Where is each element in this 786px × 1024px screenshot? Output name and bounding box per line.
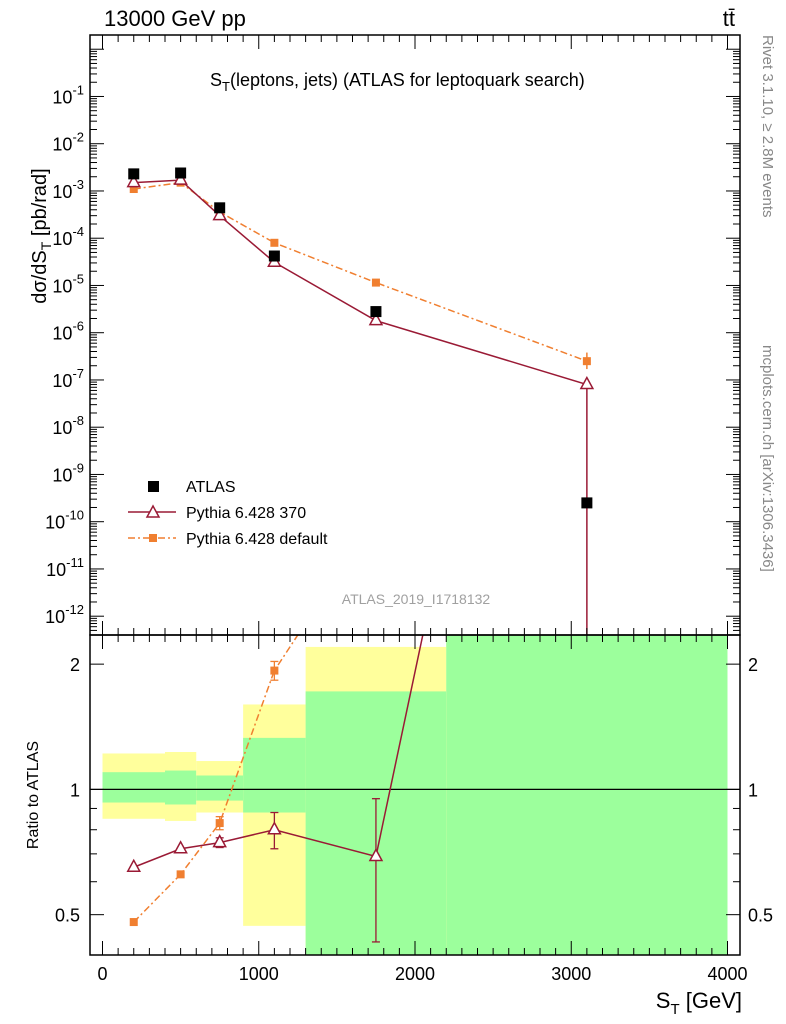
py370-main-point (126, 174, 142, 188)
py370-main-point (368, 312, 384, 326)
atlas-main-point (268, 250, 280, 262)
atlas-main-point (128, 168, 140, 180)
atlas-main-point (370, 306, 382, 318)
pydef-ratio-point (215, 819, 224, 828)
pydef-main-point (270, 238, 279, 247)
ratio-x-tick-label: 4000 (707, 964, 747, 984)
legend-py370-label: Pythia 6.428 370 (186, 505, 306, 522)
pydef-ratio-point (270, 666, 279, 675)
py370-main-point (173, 171, 188, 185)
py370-main-line (133, 179, 588, 386)
main-y-tick-label: 10-4 (52, 224, 84, 249)
py370-ratio-point (368, 847, 384, 862)
main-y-tick-label: 10-10 (45, 508, 84, 533)
x-axis-label: ST [GeV] (656, 988, 742, 1018)
main-y-tick-label: 10-6 (52, 319, 84, 344)
green-band-0 (102, 772, 165, 803)
main-y-tick-label: 10-8 (52, 413, 84, 438)
ratio-x-tick-label: 2000 (395, 964, 435, 984)
pydef-main-line (133, 181, 588, 362)
main-y-tick-label: 10-2 (52, 130, 84, 155)
pydef-ratio-point (176, 870, 185, 879)
ratio-y-tick-label: 0.5 (55, 906, 80, 926)
py370-ratio-point (267, 821, 282, 835)
py370-ratio-line (133, 635, 424, 868)
energy-label: 13000 GeV pp (104, 6, 246, 31)
tick-labels: 10-1210-1110-1010-910-810-710-610-510-41… (45, 82, 773, 984)
main-y-axis-label: dσ/dST [pb/rad] (29, 168, 54, 303)
legend-pydef-label: Pythia 6.428 default (186, 531, 328, 548)
main-y-tick-label: 10-12 (45, 602, 84, 627)
py370-main-point (579, 375, 595, 390)
green-band-1 (165, 770, 197, 805)
ratio-y-tick-label: 1 (70, 780, 80, 800)
plot-title: ST(leptons, jets) (ATLAS for leptoquark … (210, 70, 585, 94)
ratio-y-tick-label-right: 0.5 (748, 906, 773, 926)
main-y-tick-label: 10-9 (52, 460, 84, 485)
green-band-3 (243, 737, 306, 813)
ratio-x-tick-label: 1000 (239, 964, 279, 984)
pydef-ratio-point (129, 918, 138, 927)
legend-pydef-marker (149, 534, 157, 542)
pydef-main-point (582, 357, 591, 366)
main-y-tick-label: 10-7 (52, 366, 84, 391)
green-band-5 (446, 635, 728, 955)
main-y-tick-label: 10-3 (52, 177, 84, 202)
pydef-main-point (371, 278, 380, 287)
py370-main-point (212, 207, 227, 221)
green-band-2 (196, 775, 244, 801)
atlas-main-point (214, 202, 226, 214)
atlas-main-point (581, 497, 593, 509)
mcplots-label: mcplots.cern.ch [arXiv:1306.3436] (759, 345, 776, 572)
legend: ATLAS Pythia 6.428 370 Pythia 6.428 defa… (128, 479, 328, 548)
py370-ratio-point (126, 858, 142, 873)
analysis-id: ATLAS_2019_I1718132 (342, 591, 491, 607)
atlas-main-point (175, 167, 187, 179)
py370-ratio-point (173, 840, 188, 854)
ratio-y-tick-label: 2 (70, 655, 80, 675)
py370-ratio-point (212, 834, 227, 848)
main-y-tick-label: 10-5 (52, 271, 84, 296)
ratio-y-tick-label-right: 1 (748, 780, 758, 800)
rivet-label: Rivet 3.1.10, ≥ 2.8M events (759, 35, 776, 218)
uncertainty-bands (102, 635, 728, 955)
main-plot-series (126, 167, 595, 635)
legend-py370-marker (145, 504, 161, 518)
axis-ticks (90, 34, 740, 956)
process-label: tt̄ (723, 6, 735, 31)
ratio-y-axis-label: Ratio to ATLAS (25, 741, 42, 849)
legend-atlas-label: ATLAS (186, 479, 236, 496)
ratio-x-tick-label: 3000 (551, 964, 591, 984)
main-y-tick-label: 10-11 (46, 555, 84, 580)
ratio-y-tick-label-right: 2 (748, 655, 758, 675)
ratio-x-tick-label: 0 (97, 964, 107, 984)
pydef-main-point (129, 185, 138, 194)
ratio-plot-series (126, 635, 424, 943)
main-y-tick-label: 10-1 (52, 82, 84, 107)
legend-atlas-marker (148, 481, 159, 492)
